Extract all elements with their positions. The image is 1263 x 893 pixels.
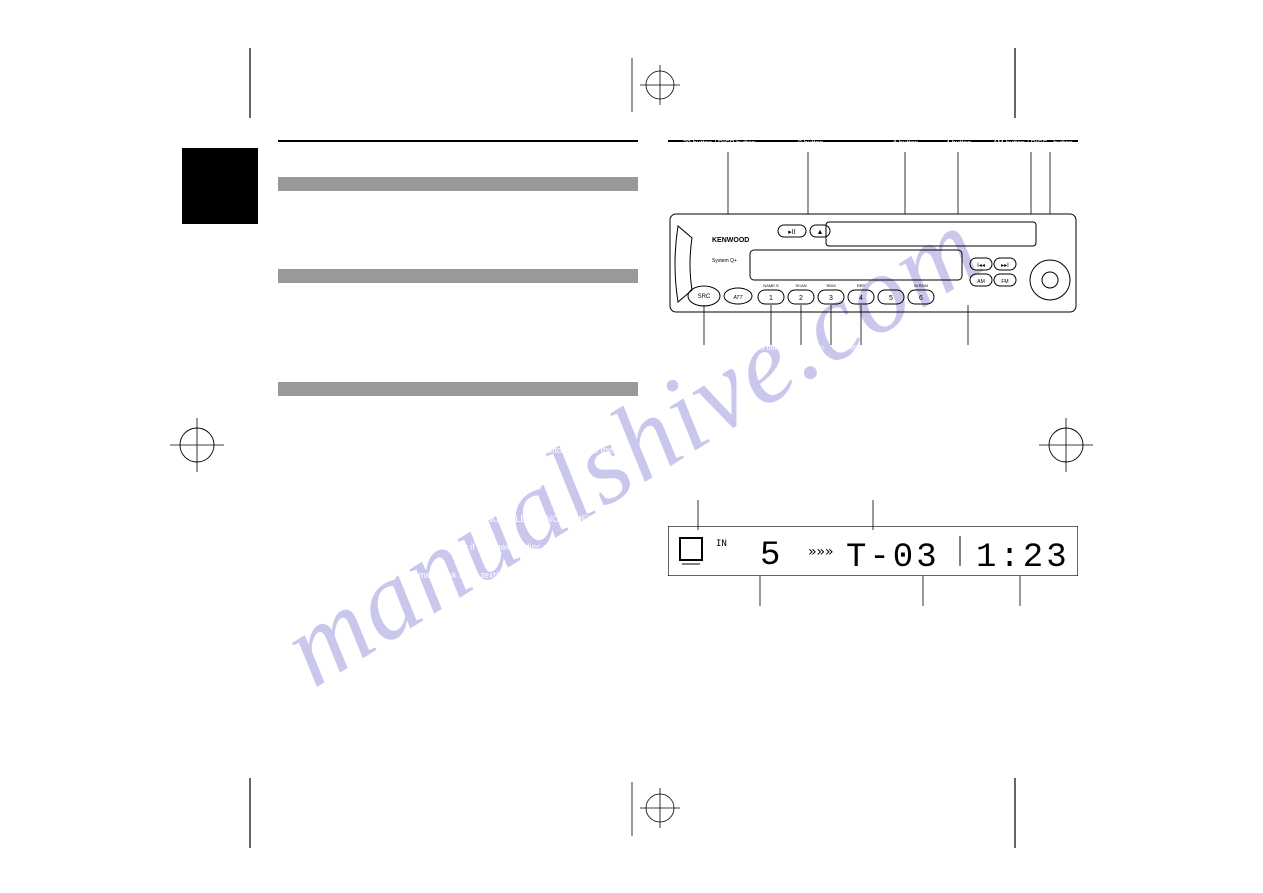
system-q: System Q+ bbox=[712, 258, 737, 264]
disp-icon: ▸II bbox=[788, 229, 795, 236]
preset-5: 5 bbox=[889, 295, 893, 302]
section-marker bbox=[182, 148, 258, 224]
svg-text:SCAN: SCAN bbox=[795, 283, 806, 288]
label-playpause: 38 button / DISP button bbox=[683, 140, 756, 147]
preset-4: 4 bbox=[859, 295, 863, 302]
label-trackback: 4 button bbox=[946, 140, 971, 147]
scroll-l9: • See <Disc Naming Display> to name a di… bbox=[278, 569, 638, 593]
label-rdm: RDM button / D.RDM button bbox=[813, 359, 901, 366]
page-number: 26 | English bbox=[182, 759, 228, 768]
dnps-line2: Refer to Radio features <Station Naming … bbox=[278, 223, 638, 235]
svg-text:NAME.S: NAME.S bbox=[763, 283, 779, 288]
page: External disc control functions (When th… bbox=[182, 140, 1082, 750]
scroll-l0: Scrolling the displayed CD text or MD ti… bbox=[278, 412, 638, 424]
scroll-heading: Text/Title Scroll bbox=[278, 396, 638, 408]
label-mrdm: M.RDM button bbox=[938, 345, 983, 352]
svg-text:IN: IN bbox=[716, 539, 727, 549]
label-am: AM button / DISC– button bbox=[993, 140, 1073, 147]
preset-2: 2 bbox=[799, 295, 803, 302]
scroll-l5: Press the DISP button. bbox=[278, 489, 638, 501]
dnps-display-note: • After the Name is displayed, each pres… bbox=[278, 340, 638, 364]
preset-6: 6 bbox=[919, 295, 923, 302]
att-label: ATT bbox=[732, 295, 743, 301]
label-trackfwd: ¢ button bbox=[893, 140, 918, 147]
scroll-l1: Press the DISP button for at least 1 sec… bbox=[278, 428, 638, 440]
svg-text:▸▸I: ▸▸I bbox=[1001, 263, 1009, 269]
label-names: NAME.S button bbox=[738, 345, 786, 352]
right-column: 38 button / DISP button 0 button ¢ butto… bbox=[668, 140, 1078, 146]
lcd-disc-number: 5 bbox=[760, 537, 782, 575]
scroll-l3: When the display mode is set to the text… bbox=[278, 444, 638, 468]
dnps-display-line2: Refer to Radio features <Station Naming … bbox=[278, 316, 638, 328]
brand: KENWOOD bbox=[712, 237, 749, 244]
scroll-l7: • If the Text/Title hasn't been attached… bbox=[278, 513, 638, 537]
dnps-line1: Attaching a title to a CD. bbox=[278, 207, 638, 219]
label-track-time: Track time bbox=[998, 608, 1030, 615]
label-rep: REP button bbox=[848, 345, 884, 352]
preset-3: 3 bbox=[829, 295, 833, 302]
dnps-display-line1: Displaying the CD title attached by the … bbox=[278, 299, 638, 311]
dnps-heading: Disc Naming (DNPS) bbox=[278, 191, 638, 203]
preset-1: 1 bbox=[769, 295, 773, 302]
am-btn: AM bbox=[977, 279, 985, 285]
src-label: SRC bbox=[698, 294, 711, 300]
label-scan: SCAN button bbox=[783, 345, 824, 352]
section-title: External disc control functions bbox=[278, 146, 638, 158]
svg-text:RDM: RDM bbox=[826, 283, 835, 288]
lcd-track: T-03 bbox=[846, 539, 940, 576]
dnps-display-heading: Disc Naming Display (DNPS) bbox=[278, 283, 638, 295]
lcd-arrows: »»» bbox=[808, 544, 833, 560]
scroll-l8: • The Text/Title display function is ava… bbox=[278, 541, 638, 565]
lcd-time: 1:23 bbox=[976, 539, 1070, 576]
section-subtitle: (When the optional disc changer connecte… bbox=[278, 160, 638, 171]
scroll-l4: Showing the text/title display: bbox=[278, 473, 638, 485]
label-src: SRC button bbox=[678, 345, 714, 352]
label-disc-number: Disc number bbox=[738, 608, 777, 615]
label-track-number: Track number bbox=[848, 490, 891, 497]
label-eject: 0 button bbox=[798, 140, 823, 147]
label-fm: FM button / DISC+ button bbox=[993, 128, 1073, 135]
fm-btn: FM bbox=[1001, 279, 1008, 285]
svg-text:REP: REP bbox=[857, 283, 866, 288]
svg-text:I◂◂: I◂◂ bbox=[977, 263, 985, 269]
display-illustration: Disc indicator Track number IN 5 »»» bbox=[668, 490, 1078, 610]
svg-text:M.RDM: M.RDM bbox=[914, 283, 928, 288]
label-disc-indicator: Disc indicator bbox=[678, 490, 720, 497]
eject-icon: ▲ bbox=[817, 229, 824, 236]
left-column: External disc control functions (When th… bbox=[278, 140, 638, 598]
display-title: Display during disc changer source bbox=[668, 470, 824, 481]
dnps-line3: (page 19) to name a disc. bbox=[278, 239, 638, 251]
